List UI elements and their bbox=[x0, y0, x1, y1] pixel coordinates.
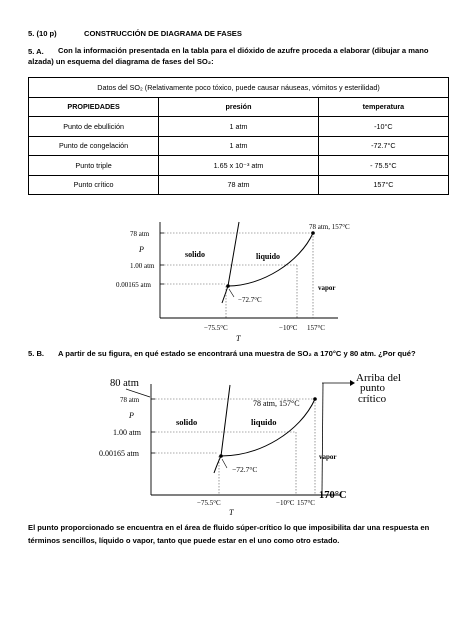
region-solid: solido bbox=[176, 417, 197, 427]
critical-point bbox=[311, 231, 315, 235]
temperature-marker-line bbox=[321, 382, 324, 493]
x-axis-label: T bbox=[229, 508, 234, 517]
part-a-line-2: alzada) un esquema del diagrama de fases… bbox=[28, 57, 214, 66]
critical-point bbox=[313, 397, 317, 401]
pressure-arrow bbox=[125, 388, 151, 398]
answer-line-2: términos sencillos, líquido o vapor, tan… bbox=[28, 536, 340, 545]
hand-note-line-3: crítico bbox=[358, 393, 387, 405]
triple-point-label: −72.7°C bbox=[232, 465, 257, 474]
hand-temperature-label: 170°C bbox=[319, 490, 347, 501]
critical-point-label: 78 atm, 157°C bbox=[309, 223, 350, 231]
hand-pressure-label: 80 atm bbox=[110, 378, 139, 389]
table-cell: 157°C bbox=[317, 174, 450, 195]
hand-note-line-2: punto bbox=[360, 382, 386, 394]
region-vapor: vapor bbox=[318, 284, 336, 292]
triple-point bbox=[219, 454, 223, 458]
section-title: CONSTRUCCIÓN DE DIAGRAMA DE FASES bbox=[84, 29, 242, 38]
table-row: Punto de congelación 1 atm -72.7°C bbox=[27, 135, 450, 156]
region-vapor: vapor bbox=[319, 453, 337, 461]
table-cell: Punto crítico bbox=[27, 174, 160, 195]
question-number: 5. (10 p) bbox=[28, 29, 57, 38]
data-table: Datos del SO₂ (Relativamente poco tóxico… bbox=[27, 77, 450, 195]
y-tick-0.00165atm: 0.00165 atm bbox=[116, 281, 152, 289]
y-tick-1atm: 1.00 atm bbox=[113, 428, 142, 437]
y-tick-78atm: 78 atm bbox=[130, 230, 150, 238]
x-tick-boiling: −10°C bbox=[276, 499, 295, 507]
fusion-curve bbox=[220, 384, 231, 457]
y-tick-1atm: 1.00 atm bbox=[130, 262, 155, 270]
triple-point bbox=[226, 284, 230, 288]
x-axis-label: T bbox=[236, 334, 241, 343]
fusion-curve bbox=[227, 221, 240, 287]
x-tick-critical: 157°C bbox=[307, 324, 325, 332]
critical-point-label: 78 atm, 157°C bbox=[253, 399, 300, 408]
x-tick-triple: −75.5°C bbox=[204, 324, 228, 332]
vaporization-curve bbox=[227, 232, 314, 287]
table-cell: - 75.5°C bbox=[317, 155, 450, 176]
part-b-question: A partir de su figura, en qué estado se … bbox=[58, 349, 416, 358]
region-liquid: liquido bbox=[256, 252, 280, 261]
part-b-label: 5. B. bbox=[28, 349, 45, 358]
part-a-line-1: Con la información presentada en la tabl… bbox=[58, 46, 429, 55]
sublimation-curve bbox=[213, 455, 222, 474]
region-liquid: liquido bbox=[251, 417, 277, 427]
y-axis-label: P bbox=[138, 245, 144, 254]
table-row: Punto crítico 78 atm 157°C bbox=[27, 174, 450, 195]
hand-note-line-1: Arriba del bbox=[356, 372, 401, 384]
table-row: Punto de ebullición 1 atm -10°C bbox=[27, 116, 450, 137]
x-tick-triple: −75.5°C bbox=[197, 499, 221, 507]
part-a-label: 5. A. bbox=[28, 47, 44, 56]
region-solid: solido bbox=[185, 250, 205, 259]
answer-line-1: El punto proporcionado se encuentra en e… bbox=[28, 523, 430, 532]
table-cell: 78 atm bbox=[158, 174, 319, 195]
y-tick-78atm: 78 atm bbox=[120, 396, 140, 404]
table-row: Punto triple 1.65 x 10⁻³ atm - 75.5°C bbox=[27, 155, 450, 176]
y-tick-0.00165atm: 0.00165 atm bbox=[99, 449, 140, 458]
triple-point-label: −72.7°C bbox=[238, 296, 262, 304]
vaporization-curve bbox=[220, 398, 316, 457]
y-axis-label: P bbox=[128, 411, 134, 420]
x-tick-critical: 157°C bbox=[297, 499, 315, 507]
x-tick-boiling: −10°C bbox=[279, 324, 298, 332]
